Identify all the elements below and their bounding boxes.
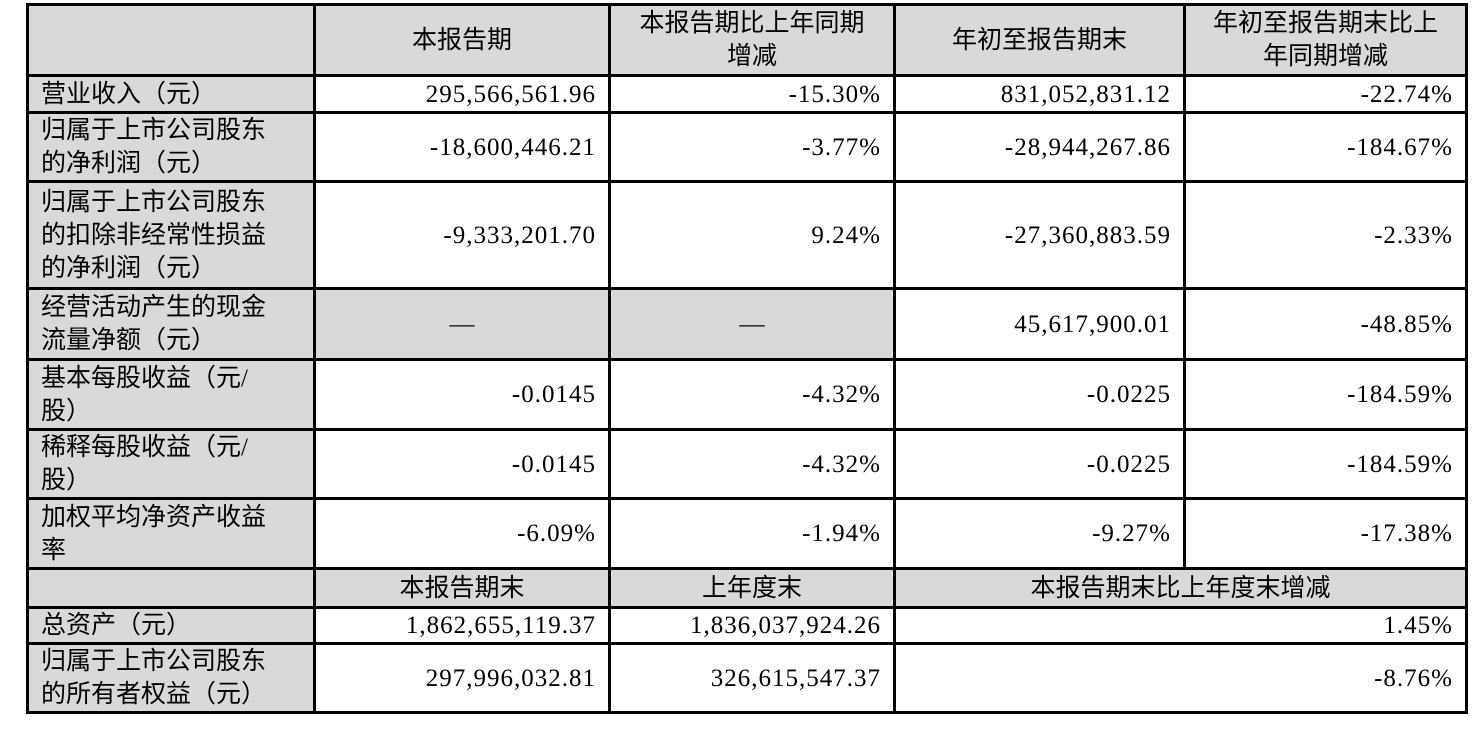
value-ytd: -28,944,267.86	[893, 111, 1186, 183]
value-period-end: 1,862,655,119.37	[313, 606, 611, 645]
value-current-period: -6.09%	[313, 497, 611, 570]
row-label: 归属于上市公司股东的扣除非经常性损益的净利润（元）	[26, 180, 316, 290]
value-prev-year-end: 1,836,037,924.26	[608, 606, 896, 645]
metric-header-cell	[26, 3, 316, 77]
col-header-ytd-change: 年初至报告期末比上年同期增减	[1183, 3, 1468, 77]
row-label: 经营活动产生的现金流量净额（元）	[26, 287, 316, 361]
col-header-period-end: 本报告期末	[313, 567, 611, 609]
value-current-period: -0.0145	[313, 428, 611, 500]
value-ytd-change: -48.85%	[1183, 287, 1468, 361]
value-ytd-change: -17.38%	[1183, 497, 1468, 570]
header-row: 本报告期 本报告期比上年同期增减 年初至报告期末 年初至报告期末比上年同期增减	[26, 3, 1468, 77]
row-label: 加权平均净资产收益率	[26, 497, 316, 570]
col-header-current-period: 本报告期	[313, 3, 611, 77]
value-ytd-change: -184.59%	[1183, 428, 1468, 500]
value-prev-year-end: 326,615,547.37	[608, 642, 896, 714]
row-basic-eps: 基本每股收益（元/股） -0.0145 -4.32% -0.0225 -184.…	[26, 358, 1468, 431]
financial-summary-table: 本报告期 本报告期比上年同期增减 年初至报告期末 年初至报告期末比上年同期增减 …	[26, 3, 1468, 714]
value-ytd: -0.0225	[893, 428, 1186, 500]
value-current-change: -15.30%	[608, 74, 896, 114]
row-diluted-eps: 稀释每股收益（元/股） -0.0145 -4.32% -0.0225 -184.…	[26, 428, 1468, 500]
col-header-prev-year-end: 上年度末	[608, 567, 896, 609]
value-current-change: -4.32%	[608, 428, 896, 500]
row-label: 归属于上市公司股东的所有者权益（元）	[26, 642, 316, 714]
row-net-profit-excl-nonrecurring: 归属于上市公司股东的扣除非经常性损益的净利润（元） -9,333,201.70 …	[26, 180, 1468, 290]
value-ytd: 45,617,900.01	[893, 287, 1186, 361]
metric-header-cell	[26, 567, 316, 609]
value-ytd-change: -184.67%	[1183, 111, 1468, 183]
value-current-period: -18,600,446.21	[313, 111, 611, 183]
row-label: 基本每股收益（元/股）	[26, 358, 316, 431]
value-ytd: -27,360,883.59	[893, 180, 1186, 290]
value-current-period: -9,333,201.70	[313, 180, 611, 290]
dash-placeholder: —	[608, 287, 896, 361]
row-weighted-avg-roe: 加权平均净资产收益率 -6.09% -1.94% -9.27% -17.38%	[26, 497, 1468, 570]
col-header-current-period-change: 本报告期比上年同期增减	[608, 3, 896, 77]
row-owners-equity: 归属于上市公司股东的所有者权益（元） 297,996,032.81 326,61…	[26, 642, 1468, 714]
row-total-assets: 总资产（元） 1,862,655,119.37 1,836,037,924.26…	[26, 606, 1468, 645]
value-ytd-change: -22.74%	[1183, 74, 1468, 114]
value-ytd: -9.27%	[893, 497, 1186, 570]
dash-placeholder: —	[313, 287, 611, 361]
row-operating-revenue: 营业收入（元） 295,566,561.96 -15.30% 831,052,8…	[26, 74, 1468, 114]
col-header-period-end-change: 本报告期末比上年度末增减	[893, 567, 1468, 609]
row-label: 归属于上市公司股东的净利润（元）	[26, 111, 316, 183]
value-ytd: 831,052,831.12	[893, 74, 1186, 114]
value-ytd-change: -184.59%	[1183, 358, 1468, 431]
value-current-change: -1.94%	[608, 497, 896, 570]
value-period-end-change: 1.45%	[893, 606, 1468, 645]
value-current-change: -3.77%	[608, 111, 896, 183]
section2-header-row: 本报告期末 上年度末 本报告期末比上年度末增减	[26, 567, 1468, 609]
row-label: 营业收入（元）	[26, 74, 316, 114]
value-ytd-change: -2.33%	[1183, 180, 1468, 290]
row-label: 稀释每股收益（元/股）	[26, 428, 316, 500]
value-current-period: -0.0145	[313, 358, 611, 431]
row-operating-cash-flow: 经营活动产生的现金流量净额（元） — — 45,617,900.01 -48.8…	[26, 287, 1468, 361]
col-header-ytd: 年初至报告期末	[893, 3, 1186, 77]
row-label: 总资产（元）	[26, 606, 316, 645]
value-current-period: 295,566,561.96	[313, 74, 611, 114]
value-period-end: 297,996,032.81	[313, 642, 611, 714]
value-current-change: -4.32%	[608, 358, 896, 431]
row-net-profit-attributable: 归属于上市公司股东的净利润（元） -18,600,446.21 -3.77% -…	[26, 111, 1468, 183]
value-ytd: -0.0225	[893, 358, 1186, 431]
value-current-change: 9.24%	[608, 180, 896, 290]
value-period-end-change: -8.76%	[893, 642, 1468, 714]
